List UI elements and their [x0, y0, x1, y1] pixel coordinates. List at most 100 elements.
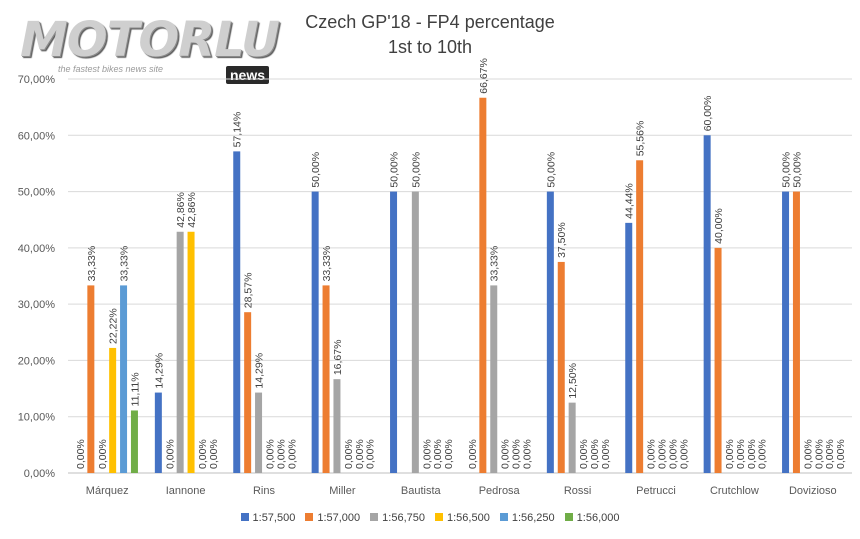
legend-swatch: [564, 513, 573, 521]
data-label: 22,22%: [108, 308, 120, 344]
bar: [120, 285, 128, 473]
data-label: 60,00%: [702, 96, 714, 132]
data-label: 50,00%: [389, 152, 401, 188]
bar: [311, 191, 319, 474]
legend-swatch: [499, 513, 508, 521]
data-label: 0,00%: [678, 439, 690, 469]
data-label: 0,00%: [354, 439, 366, 469]
data-label: 33,33%: [86, 246, 98, 282]
bar: [479, 97, 487, 474]
x-category-label: Rins: [253, 485, 276, 497]
data-label: 11,11%: [129, 372, 141, 406]
data-label: 0,00%: [500, 439, 512, 469]
legend-swatch: [305, 513, 314, 521]
data-label: 37,50%: [556, 222, 568, 258]
bar: [187, 231, 195, 473]
data-label: 0,00%: [589, 439, 601, 469]
data-label: 0,00%: [656, 439, 668, 469]
y-tick-label: 10,00%: [18, 412, 56, 424]
x-category-label: Dovizioso: [789, 485, 837, 497]
legend-swatch: [435, 513, 443, 521]
data-label: 0,00%: [343, 439, 355, 469]
data-label: 0,00%: [208, 439, 220, 469]
bar: [333, 379, 341, 473]
chart-subtitle: 1st to 10th: [387, 37, 473, 57]
y-tick-label: 50,00%: [18, 187, 56, 199]
data-label: 0,00%: [600, 439, 612, 469]
data-label: 42,86%: [175, 192, 187, 228]
x-category-label: Crutchlow: [710, 485, 759, 497]
data-label: 0,00%: [164, 439, 176, 469]
data-label: 0,00%: [578, 439, 590, 469]
data-label: 0,00%: [264, 439, 276, 469]
legend-item: 1:57,000: [305, 512, 360, 524]
data-label: 50,00%: [310, 152, 322, 188]
legend-label: 1:56,250: [511, 512, 555, 524]
bar: [154, 392, 162, 473]
bar: [557, 261, 565, 473]
data-label: 33,33%: [489, 246, 501, 282]
data-label: 0,00%: [724, 439, 736, 469]
bar: [546, 191, 554, 474]
y-tick-label: 70,00%: [18, 74, 56, 86]
data-label: 55,56%: [635, 121, 647, 157]
x-category-label: Bautista: [401, 485, 442, 497]
bar: [714, 247, 722, 473]
data-label: 0,00%: [97, 439, 109, 469]
y-tick-label: 0,00%: [24, 468, 55, 480]
motorlu-logo: MOTORLU the fastest bikes news site news: [18, 14, 280, 84]
y-tick-label: 40,00%: [18, 243, 56, 255]
logo-wordmark: MOTORLU: [20, 12, 280, 68]
legend-label: 1:56,750: [382, 512, 425, 524]
bar: [636, 160, 644, 474]
bar: [322, 285, 330, 473]
data-label: 0,00%: [75, 439, 87, 469]
data-label: 0,00%: [735, 439, 747, 469]
bar: [703, 135, 711, 474]
x-category-label: Miller: [329, 485, 356, 497]
data-label: 0,00%: [432, 439, 444, 469]
data-label: 50,00%: [791, 152, 803, 188]
x-category-label: Márquez: [86, 485, 129, 497]
data-label: 12,50%: [567, 363, 579, 399]
data-label: 0,00%: [813, 439, 825, 469]
data-label: 50,00%: [545, 152, 557, 188]
x-category-label: Pedrosa: [479, 485, 521, 497]
legend-label: 1:57,500: [252, 512, 296, 524]
data-label: 50,00%: [781, 152, 793, 188]
legend-label: 1:56,000: [576, 512, 620, 524]
data-label: 0,00%: [275, 439, 287, 469]
data-label: 16,67%: [332, 340, 344, 376]
legend-item: 1:56,750: [370, 512, 425, 524]
bar: [130, 410, 138, 473]
chart-title: Czech GP'18 - FP4 percentage: [305, 12, 555, 32]
legend-swatch: [370, 513, 379, 521]
data-label: 0,00%: [511, 439, 523, 469]
data-label: 0,00%: [421, 439, 433, 469]
data-label: 57,14%: [232, 112, 244, 148]
legend-swatch: [240, 513, 249, 521]
data-label: 28,57%: [243, 273, 255, 309]
y-tick-label: 20,00%: [18, 355, 56, 367]
data-label: 66,67%: [478, 58, 490, 94]
legend-item: 1:56,250: [499, 512, 555, 524]
data-label: 0,00%: [646, 439, 658, 469]
bar: [109, 347, 117, 473]
data-label: 0,00%: [757, 439, 769, 469]
data-label: 42,86%: [186, 192, 198, 228]
chart-legend: 1:57,500 1:57,000 1:56,750 1:56,500 1:56,250…: [0, 512, 860, 524]
x-category-label: Petrucci: [636, 485, 676, 497]
legend-item: 1:56,500: [435, 512, 490, 524]
data-label: 0,00%: [443, 439, 455, 469]
data-label: 40,00%: [713, 208, 725, 244]
bar: [782, 191, 790, 474]
data-label: 44,44%: [624, 183, 636, 219]
data-label: 0,00%: [197, 439, 209, 469]
data-label: 0,00%: [802, 439, 814, 469]
bar: [244, 312, 252, 473]
data-label: 0,00%: [824, 439, 836, 469]
data-label: 0,00%: [286, 439, 298, 469]
legend-item: 1:57,500: [240, 512, 296, 524]
data-label: 0,00%: [667, 439, 679, 469]
